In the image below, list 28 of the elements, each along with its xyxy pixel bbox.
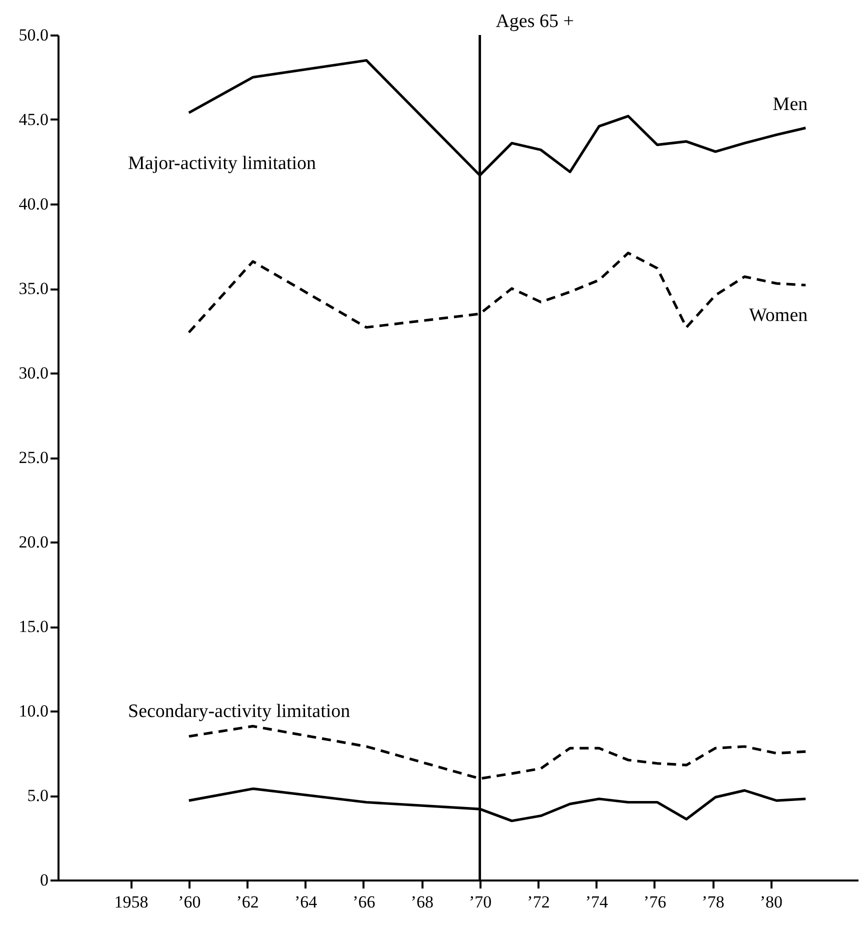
series-label: Men	[772, 94, 808, 115]
x-tick-label: 1958	[114, 892, 148, 912]
x-tick-label: ’68	[410, 892, 434, 912]
x-tick-label: ’66	[352, 892, 376, 912]
x-tick-label: ’78	[702, 892, 724, 912]
y-tick-label: 0	[40, 870, 48, 890]
x-tick-label: ’74	[585, 892, 609, 912]
x-tick-label: ’80	[760, 892, 783, 912]
x-tick-label: ’64	[294, 892, 318, 912]
y-tick-label: 45.0	[18, 110, 48, 129]
y-tick-label: 30.0	[18, 364, 48, 382]
x-tick-label: ’62	[236, 892, 259, 912]
y-tick-label: 35.0	[18, 279, 48, 298]
ref-line-label: Ages 65 +	[496, 11, 574, 32]
annotation: Secondary-activity limitation	[128, 701, 351, 722]
x-tick-label: ’72	[527, 892, 550, 912]
y-tick-label: 25.0	[18, 448, 48, 467]
y-tick-label: 5.0	[27, 786, 48, 805]
series-label: Women	[749, 305, 808, 326]
y-tick-label: 40.0	[18, 194, 48, 214]
y-tick-label: 15.0	[18, 617, 48, 636]
x-tick-label: ’60	[178, 892, 201, 912]
x-tick-label: ’70	[468, 892, 492, 912]
y-tick-label: 10.0	[18, 702, 48, 720]
y-tick-label: 20.0	[18, 532, 48, 552]
x-tick-label: ’76	[644, 892, 666, 912]
annotation: Major-activity limitation	[128, 153, 316, 174]
y-tick-label: 50.0	[18, 26, 48, 44]
